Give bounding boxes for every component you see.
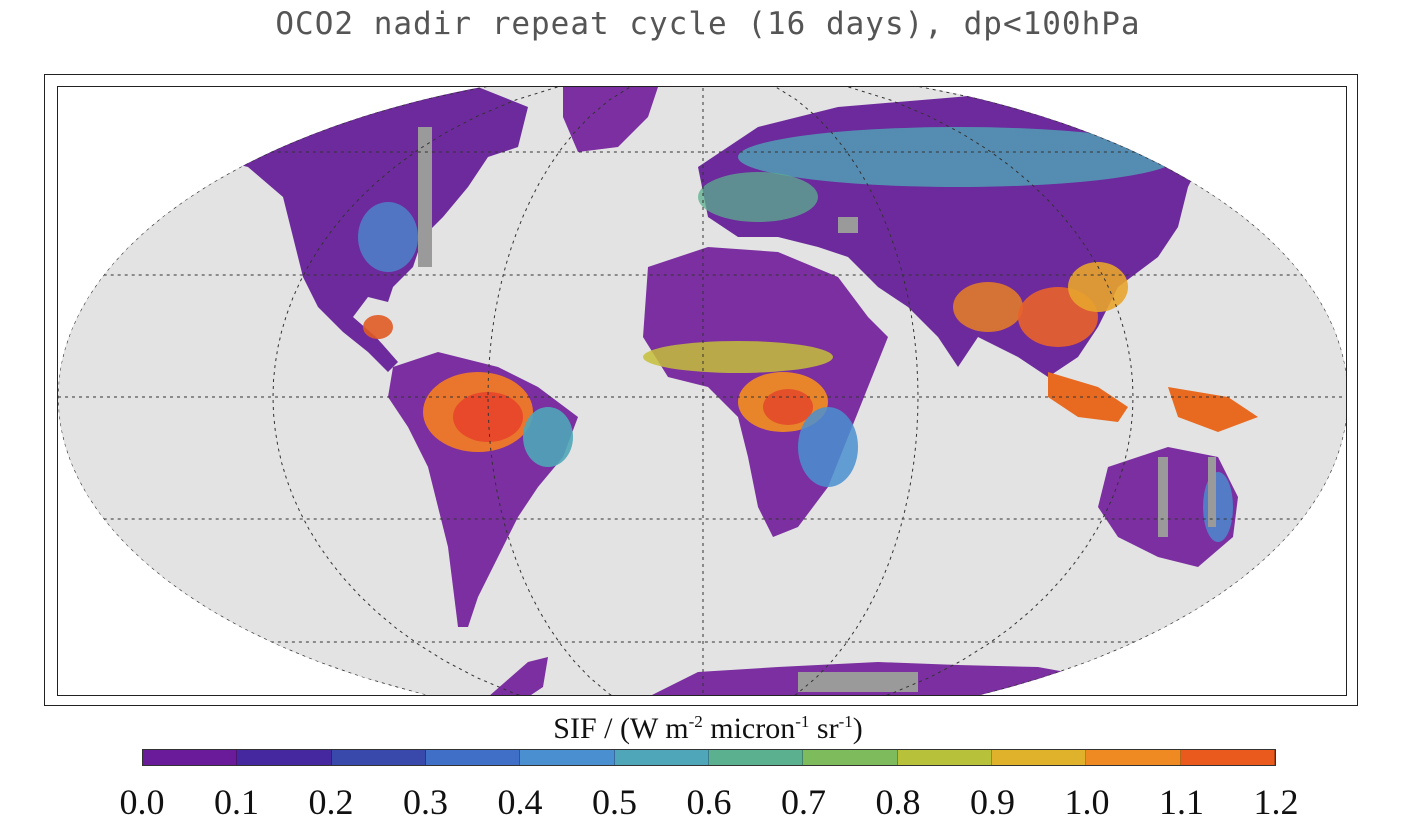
colorbar-label-exp: -2 — [688, 712, 703, 731]
no-data-swath — [418, 127, 432, 267]
colorbar-label-exp: -1 — [838, 712, 853, 731]
colorbar-tick-label: 0.1 — [214, 782, 259, 822]
graticule — [58, 87, 1346, 695]
us-east — [358, 202, 418, 272]
colorbar — [142, 749, 1276, 766]
colorbar-label: SIF / (W m-2 micron-1 sr-1) — [0, 712, 1416, 746]
map-panel — [57, 86, 1347, 696]
colorbar-segment — [425, 750, 521, 765]
russia-band — [738, 127, 1178, 187]
colorbar-tick-label: 0.7 — [781, 782, 826, 822]
colorbar-tick-label: 0.8 — [875, 782, 921, 822]
sahel-band — [643, 341, 833, 373]
colorbar-label-text: micron — [702, 712, 796, 745]
colorbar-segment — [614, 750, 709, 765]
colorbar-segment — [237, 750, 332, 765]
colorbar-tick-label: 0.2 — [308, 782, 354, 822]
sif-hotspots — [358, 127, 1233, 542]
no-data-swath — [1208, 457, 1216, 527]
world-map — [58, 87, 1346, 695]
greenland — [563, 87, 658, 152]
congo-core — [763, 389, 813, 425]
colorbar-tick-label: 1.1 — [1159, 782, 1204, 822]
colorbar-segment — [520, 750, 615, 765]
meridian-line — [58, 87, 704, 695]
colorbar-label-text: sr — [809, 712, 839, 745]
colorbar-tick-label: 1.2 — [1253, 782, 1299, 822]
meridian-line — [702, 87, 1134, 695]
maritime-southeast-asia — [1048, 372, 1258, 432]
no-data-swath — [1158, 457, 1168, 537]
colorbar-tick-label: 0.0 — [119, 782, 165, 822]
map-title: OCO2 nadir repeat cycle (16 days), dp<10… — [275, 6, 1141, 42]
colorbar-label-text: SIF / (W m — [553, 712, 689, 745]
china-east — [1068, 262, 1128, 312]
land-layer — [58, 87, 1346, 695]
colorbar-tick-label: 0.6 — [686, 782, 732, 822]
colorbar-segment — [897, 750, 992, 765]
central-america — [363, 315, 393, 339]
colorbar-segment — [991, 750, 1087, 765]
colorbar-tick-label: 0.3 — [403, 782, 448, 822]
colorbar-segment — [1086, 750, 1181, 765]
australia-east — [1203, 472, 1233, 542]
colorbar-segment — [331, 750, 426, 765]
colorbar-label-text: ) — [852, 712, 863, 745]
no-data-swath — [798, 672, 918, 692]
no-data-swaths — [418, 127, 1216, 692]
colorbar-tick-label: 1.0 — [1064, 782, 1110, 822]
colorbar-tick-label: 0.5 — [592, 782, 637, 822]
colorbar-tick-label: 0.9 — [970, 782, 1015, 822]
europe-band — [698, 172, 818, 222]
amazon-core — [453, 392, 523, 442]
colorbar-segment — [143, 750, 238, 765]
no-data-swath — [838, 217, 858, 233]
colorbar-tick-label: 0.4 — [497, 782, 543, 822]
meridian-line — [702, 87, 1346, 695]
map-outer-frame — [44, 74, 1358, 706]
colorbar-segment — [708, 750, 804, 765]
meridian-line — [272, 87, 704, 695]
india-hotspot — [953, 282, 1023, 332]
colorbar-label-exp: -1 — [795, 712, 810, 731]
colorbar-ticks: 0.0 0.1 0.2 0.3 0.4 0.5 0.6 0.7 0.8 0.9 1.0 1.1 1.2 — [0, 782, 1416, 822]
east-africa — [798, 407, 858, 487]
colorbar-segment — [1180, 750, 1275, 765]
colorbar-segment — [803, 750, 898, 765]
brazil-east — [523, 407, 573, 467]
